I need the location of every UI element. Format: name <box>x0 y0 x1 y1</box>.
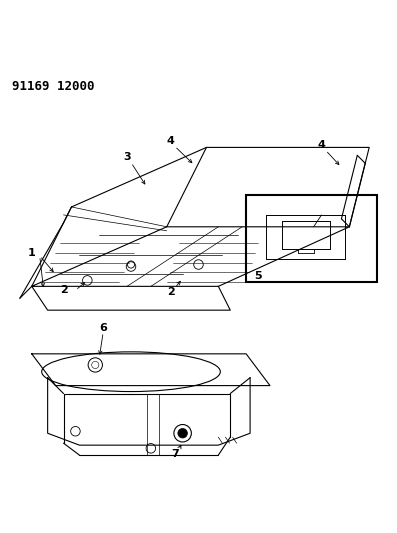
Text: 5: 5 <box>254 271 262 281</box>
Text: 91169 12000: 91169 12000 <box>12 80 94 93</box>
Text: 2: 2 <box>60 285 67 295</box>
Text: 4: 4 <box>167 136 175 147</box>
Text: 7: 7 <box>171 449 179 459</box>
Circle shape <box>178 429 187 438</box>
Text: 6: 6 <box>99 323 107 333</box>
Text: 2: 2 <box>167 287 175 297</box>
Text: 3: 3 <box>123 152 131 163</box>
Text: 4: 4 <box>318 140 326 150</box>
Bar <box>246 195 377 282</box>
Text: 1: 1 <box>28 248 36 257</box>
